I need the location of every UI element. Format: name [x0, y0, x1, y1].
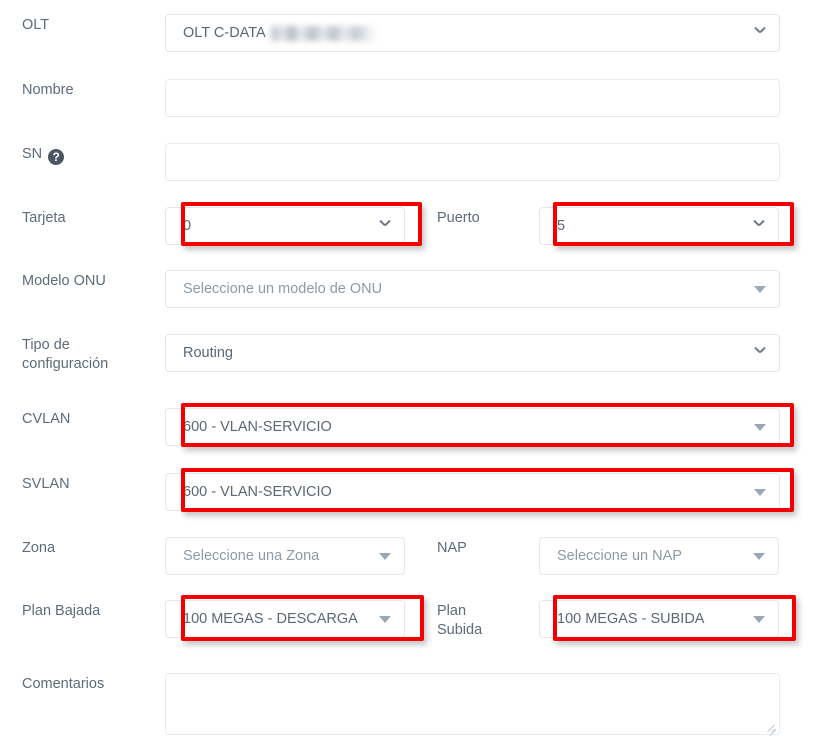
label-olt: OLT	[22, 17, 50, 33]
label-plan-subida: Plan Subida	[429, 600, 539, 640]
field-tarjeta: 0	[165, 207, 405, 245]
form-row-sn: SN?	[0, 143, 831, 181]
olt-redacted-address	[268, 25, 377, 41]
question-mark-circle-icon[interactable]: ?	[48, 149, 65, 165]
label-sn: SN?	[0, 143, 165, 165]
zona-placeholder: Seleccione una Zona	[183, 547, 320, 564]
svlan-value: 600 - VLAN-SERVICIO	[183, 483, 332, 500]
label-plan-bajada: Plan Bajada	[22, 603, 101, 619]
cvlan-value: 600 - VLAN-SERVICIO	[183, 418, 332, 435]
resize-handle-icon[interactable]	[766, 721, 776, 733]
olt-select[interactable]: OLT C-DATA	[165, 14, 780, 52]
nombre-input[interactable]	[165, 79, 780, 117]
field-plan-subida: 100 MEGAS - SUBIDA	[539, 600, 779, 638]
form-row-planes: Plan Bajada 100 MEGAS - DESCARGA Plan Su…	[0, 600, 831, 640]
field-plan-bajada: 100 MEGAS - DESCARGA	[165, 600, 405, 638]
olt-select-value: OLT C-DATA	[183, 24, 266, 41]
label-zona: Zona	[22, 540, 56, 556]
triangle-down-icon	[753, 616, 765, 623]
puerto-select[interactable]: 5	[539, 207, 779, 245]
form-row-comentarios: Comentarios	[0, 673, 831, 735]
label-tipo-configuracion: Tipo de configuración	[0, 334, 165, 374]
plan-subida-value: 100 MEGAS - SUBIDA	[557, 610, 705, 627]
form-row-cvlan: CVLAN 600 - VLAN-SERVICIO	[0, 408, 831, 446]
triangle-down-icon	[754, 424, 766, 431]
field-tipo-configuracion: Routing	[165, 334, 780, 372]
field-sn	[165, 143, 780, 181]
plan-bajada-dropdown[interactable]: 100 MEGAS - DESCARGA	[165, 600, 405, 638]
nap-dropdown[interactable]: Seleccione un NAP	[539, 537, 779, 575]
tipo-configuracion-select[interactable]: Routing	[165, 334, 780, 372]
svlan-dropdown[interactable]: 600 - VLAN-SERVICIO	[165, 473, 780, 511]
chevron-down-icon	[380, 220, 391, 231]
modelo-onu-placeholder: Seleccione un modelo de ONU	[183, 280, 383, 297]
field-svlan: 600 - VLAN-SERVICIO	[165, 473, 780, 511]
label-modelo-onu: Modelo ONU	[22, 273, 106, 289]
form-row-modelo-onu: Modelo ONU Seleccione un modelo de ONU	[0, 270, 831, 308]
form-row-tipo-configuracion: Tipo de configuración Routing	[0, 334, 831, 374]
label-plan-subida-line1: Plan	[437, 603, 467, 619]
form-row-nombre: Nombre	[0, 79, 831, 117]
field-puerto: 5	[539, 207, 779, 245]
plan-bajada-value: 100 MEGAS - DESCARGA	[183, 610, 358, 627]
form-row-tarjeta-puerto: Tarjeta 0 Puerto 5	[0, 207, 831, 245]
label-cvlan: CVLAN	[22, 411, 71, 427]
plan-subida-dropdown[interactable]: 100 MEGAS - SUBIDA	[539, 600, 779, 638]
form-row-olt: OLT OLT C-DATA	[0, 14, 831, 52]
label-tarjeta: Tarjeta	[22, 210, 66, 226]
modelo-onu-dropdown[interactable]: Seleccione un modelo de ONU	[165, 270, 780, 308]
sn-input[interactable]	[165, 143, 780, 181]
comentarios-textarea[interactable]	[165, 673, 780, 735]
label-plan-subida-line2: Subida	[437, 622, 483, 638]
label-nap: NAP	[437, 540, 467, 556]
label-tipo-configuracion-line2: configuración	[22, 356, 109, 372]
triangle-down-icon	[753, 553, 765, 560]
label-sn-text: SN	[22, 146, 43, 162]
field-nombre	[165, 79, 780, 117]
nap-placeholder: Seleccione un NAP	[557, 547, 682, 564]
triangle-down-icon	[754, 489, 766, 496]
chevron-down-icon	[754, 220, 765, 231]
tarjeta-select[interactable]: 0	[165, 207, 405, 245]
field-cvlan: 600 - VLAN-SERVICIO	[165, 408, 780, 446]
zona-dropdown[interactable]: Seleccione una Zona	[165, 537, 405, 575]
field-nap: Seleccione un NAP	[539, 537, 779, 575]
triangle-down-icon	[379, 553, 391, 560]
chevron-down-icon	[755, 347, 766, 358]
label-nombre: Nombre	[22, 82, 74, 98]
cvlan-dropdown[interactable]: 600 - VLAN-SERVICIO	[165, 408, 780, 446]
field-zona: Seleccione una Zona	[165, 537, 405, 575]
form-row-svlan: SVLAN 600 - VLAN-SERVICIO	[0, 473, 831, 511]
field-comentarios	[165, 673, 780, 735]
tarjeta-select-value: 0	[183, 217, 192, 234]
form-row-zona-nap: Zona Seleccione una Zona NAP Seleccione …	[0, 537, 831, 575]
label-comentarios: Comentarios	[22, 676, 105, 692]
label-tipo-configuracion-line1: Tipo de	[22, 337, 70, 353]
field-olt: OLT C-DATA	[165, 14, 780, 52]
triangle-down-icon	[379, 616, 391, 623]
label-puerto: Puerto	[437, 210, 480, 226]
puerto-select-value: 5	[557, 217, 566, 234]
tipo-configuracion-value: Routing	[183, 344, 233, 361]
label-svlan: SVLAN	[22, 476, 70, 492]
field-modelo-onu: Seleccione un modelo de ONU	[165, 270, 780, 308]
chevron-down-icon	[755, 27, 766, 38]
triangle-down-icon	[754, 286, 766, 293]
